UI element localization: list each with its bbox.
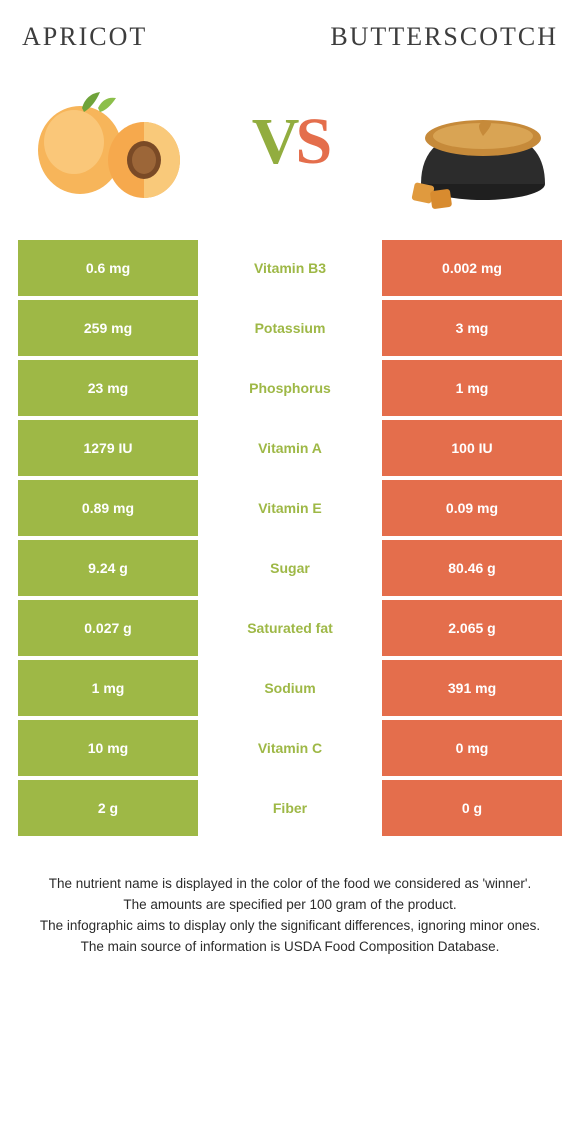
value-right: 0 g bbox=[382, 780, 562, 836]
nutrient-label: Vitamin B3 bbox=[198, 240, 382, 296]
value-left: 0.027 g bbox=[18, 600, 198, 656]
table-row: 1 mgSodium391 mg bbox=[18, 660, 562, 716]
nutrient-label: Vitamin C bbox=[198, 720, 382, 776]
nutrient-table: 0.6 mgVitamin B30.002 mg259 mgPotassium3… bbox=[18, 240, 562, 836]
nutrient-label: Potassium bbox=[198, 300, 382, 356]
value-right: 100 IU bbox=[382, 420, 562, 476]
vs-label: VS bbox=[252, 109, 328, 175]
table-row: 10 mgVitamin C0 mg bbox=[18, 720, 562, 776]
nutrient-label: Sodium bbox=[198, 660, 382, 716]
vs-s: S bbox=[295, 105, 328, 178]
value-left: 259 mg bbox=[18, 300, 198, 356]
footer-line: The infographic aims to display only the… bbox=[26, 916, 554, 937]
nutrient-label: Fiber bbox=[198, 780, 382, 836]
title-left: Apricot bbox=[22, 22, 147, 52]
nutrient-label: Vitamin E bbox=[198, 480, 382, 536]
nutrient-label: Phosphorus bbox=[198, 360, 382, 416]
footer-line: The amounts are specified per 100 gram o… bbox=[26, 895, 554, 916]
butterscotch-image bbox=[383, 72, 558, 212]
table-row: 1279 IUVitamin A100 IU bbox=[18, 420, 562, 476]
table-row: 0.027 gSaturated fat2.065 g bbox=[18, 600, 562, 656]
value-right: 3 mg bbox=[382, 300, 562, 356]
table-row: 0.89 mgVitamin E0.09 mg bbox=[18, 480, 562, 536]
value-left: 0.6 mg bbox=[18, 240, 198, 296]
value-left: 9.24 g bbox=[18, 540, 198, 596]
value-left: 1 mg bbox=[18, 660, 198, 716]
table-row: 0.6 mgVitamin B30.002 mg bbox=[18, 240, 562, 296]
nutrient-label: Vitamin A bbox=[198, 420, 382, 476]
apricot-image bbox=[22, 72, 197, 212]
value-right: 0 mg bbox=[382, 720, 562, 776]
value-right: 1 mg bbox=[382, 360, 562, 416]
footer-line: The nutrient name is displayed in the co… bbox=[26, 874, 554, 895]
nutrient-label: Sugar bbox=[198, 540, 382, 596]
table-row: 259 mgPotassium3 mg bbox=[18, 300, 562, 356]
value-right: 2.065 g bbox=[382, 600, 562, 656]
table-row: 2 gFiber0 g bbox=[18, 780, 562, 836]
value-left: 1279 IU bbox=[18, 420, 198, 476]
value-right: 0.002 mg bbox=[382, 240, 562, 296]
value-right: 80.46 g bbox=[382, 540, 562, 596]
value-left: 23 mg bbox=[18, 360, 198, 416]
title-right: Butterscotch bbox=[330, 22, 558, 52]
hero-row: VS bbox=[0, 52, 580, 240]
footer-line: The main source of information is USDA F… bbox=[26, 937, 554, 958]
table-row: 9.24 gSugar80.46 g bbox=[18, 540, 562, 596]
value-right: 0.09 mg bbox=[382, 480, 562, 536]
table-row: 23 mgPhosphorus1 mg bbox=[18, 360, 562, 416]
footer-notes: The nutrient name is displayed in the co… bbox=[0, 840, 580, 958]
vs-v: V bbox=[252, 105, 296, 178]
value-right: 391 mg bbox=[382, 660, 562, 716]
value-left: 0.89 mg bbox=[18, 480, 198, 536]
value-left: 10 mg bbox=[18, 720, 198, 776]
value-left: 2 g bbox=[18, 780, 198, 836]
nutrient-label: Saturated fat bbox=[198, 600, 382, 656]
